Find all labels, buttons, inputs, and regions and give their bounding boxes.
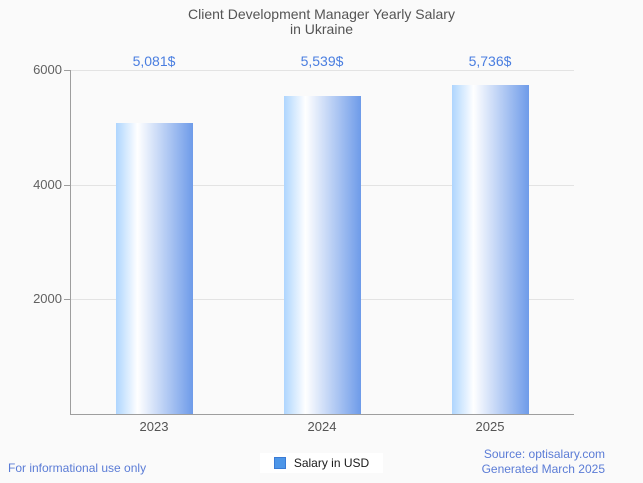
legend-label: Salary in USD	[293, 456, 370, 470]
y-axis-tick	[64, 185, 70, 186]
value-label-2024: 5,539$	[300, 53, 344, 69]
chart-title-line2: in Ukraine	[289, 21, 354, 37]
source-block: Source: optisalary.com Generated March 2…	[482, 447, 605, 477]
legend-swatch-icon	[273, 457, 286, 469]
chart-title-line1: Client Development Manager Yearly Salary	[188, 6, 455, 22]
chart-title: Client Development Manager Yearly Salary…	[0, 7, 643, 37]
y-axis-tick	[64, 299, 70, 300]
legend-item-salary-in-usd: Salary in USD	[259, 453, 384, 473]
plot-area	[70, 70, 574, 415]
disclaimer-text: For informational use only	[8, 461, 147, 475]
bar-2024[interactable]	[284, 96, 361, 414]
bar-2023[interactable]	[116, 123, 193, 414]
legend: Salary in USD	[0, 453, 643, 473]
x-axis-label-2023: 2023	[139, 419, 169, 434]
x-axis-label-2024: 2024	[307, 419, 337, 434]
source-link[interactable]: Source: optisalary.com	[483, 447, 605, 461]
y-axis-tick	[64, 70, 70, 71]
x-axis-label-2025: 2025	[475, 419, 505, 434]
y-axis-label: 2000	[33, 291, 62, 306]
bar-2025[interactable]	[452, 85, 529, 414]
generated-date: Generated March 2025	[481, 462, 605, 476]
y-axis-label: 6000	[33, 62, 62, 77]
value-label-2023: 5,081$	[132, 53, 176, 69]
gridline	[71, 70, 574, 71]
value-label-2025: 5,736$	[468, 53, 512, 69]
y-axis-label: 4000	[33, 177, 62, 192]
